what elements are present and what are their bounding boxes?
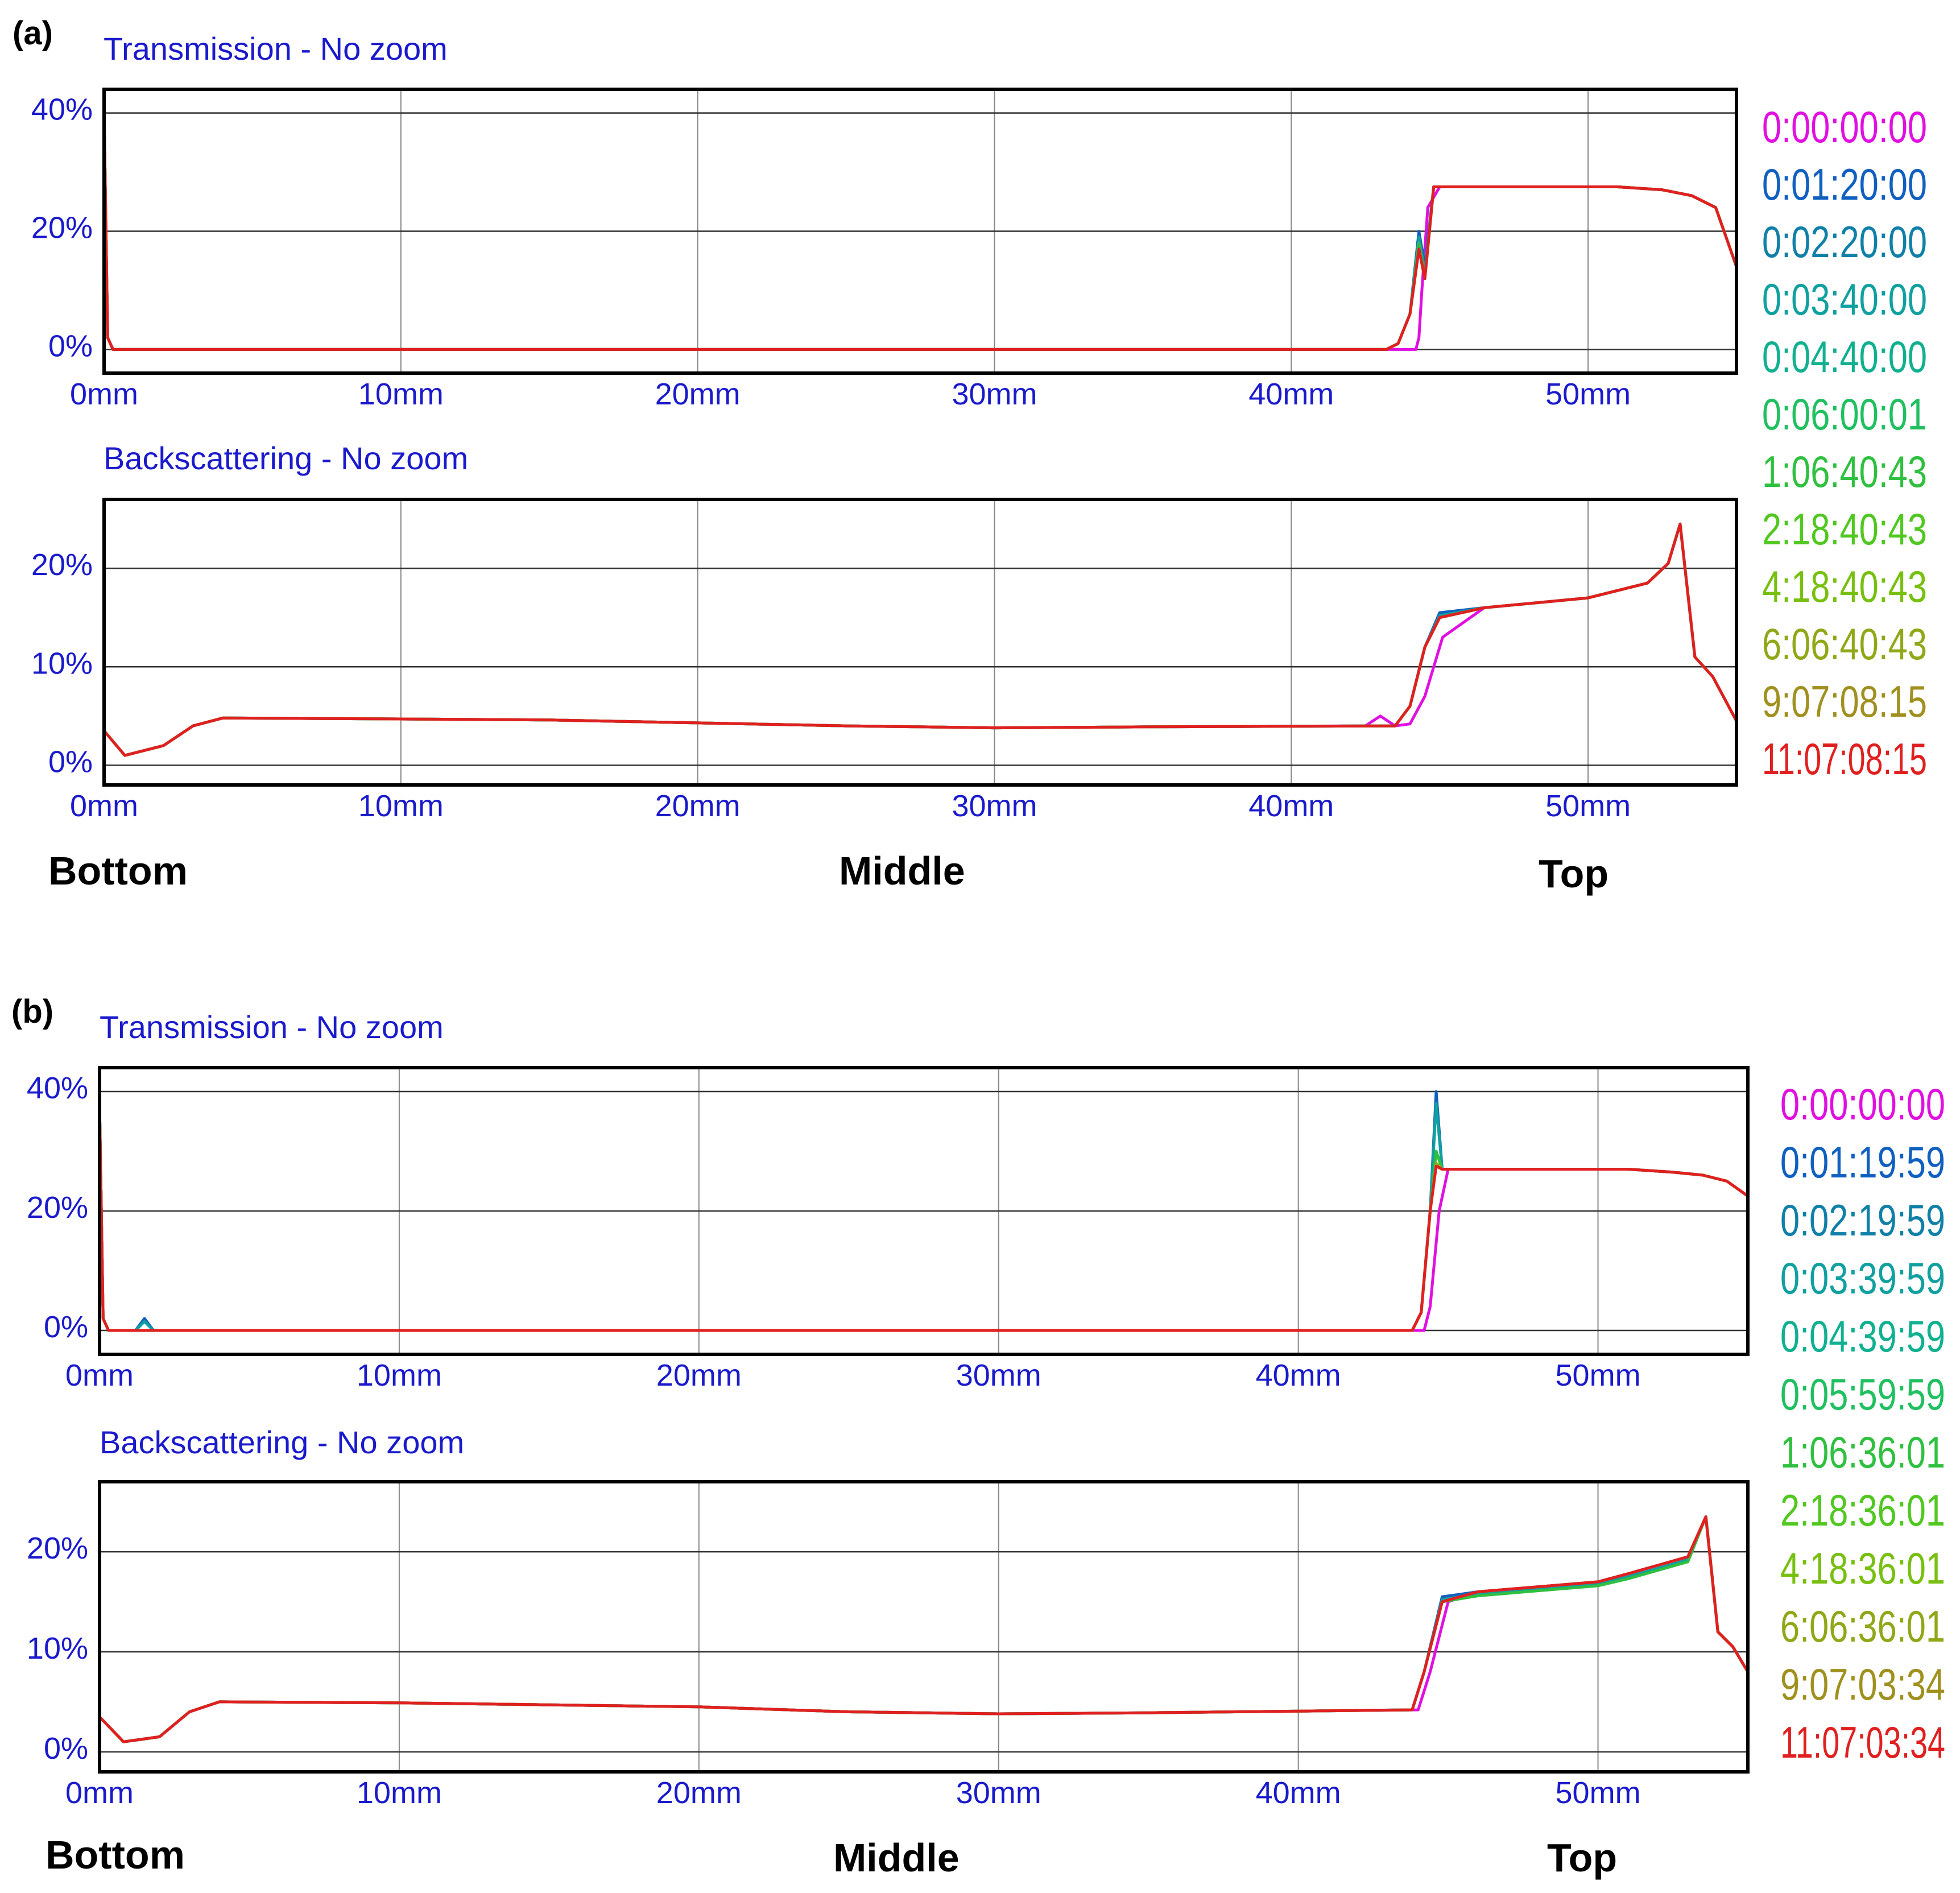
legends-layer: 0:00:00:00 0:01:20:00 0:02:20:00 0:03:40:00… [1762,102,1945,1767]
legend-entry: 0:02:19:59 [1780,1195,1945,1245]
panel-a-position-top: Top [1539,852,1608,896]
x-tick-label: 20mm [656,1358,742,1392]
x-tick-label: 40mm [1248,377,1334,411]
plot-frame [102,88,1738,375]
x-tick-label: 0mm [65,1358,134,1392]
y-tick-label: 40% [31,93,93,127]
legend-entry: 0:00:00:00 [1780,1079,1945,1129]
x-tick-label: 10mm [358,789,444,823]
x-tick-label: 50mm [1545,789,1631,823]
legend-entry: 0:06:00:01 [1762,389,1927,439]
legend-panel-a: 0:00:00:00 0:01:20:00 0:02:20:00 0:03:40:00… [1762,102,1927,784]
panel-b-position-bottom: Bottom [46,1833,185,1877]
y-tick-label: 0% [48,745,93,779]
plot-area [100,1482,1748,1772]
legend-entry: 1:06:40:43 [1762,447,1927,497]
legend-entry: 11:07:03:34 [1780,1717,1945,1767]
plot-1: 0mm 10mm 20mm 30mm 40mm 50mm 0% 20% 40% [31,88,1738,411]
x-tick-label: 40mm [1248,789,1334,823]
y-tick-label: 10% [31,646,93,680]
panel-a-position-middle: Middle [839,849,965,893]
x-tick-label: 50mm [1545,377,1631,411]
panel-b-position-middle: Middle [833,1836,960,1880]
x-tick-label: 20mm [655,377,741,411]
panel-a-label: (a) [13,15,53,52]
legend-entry: 2:18:40:43 [1762,504,1927,554]
x-tick-label: 10mm [357,1776,442,1810]
x-tick-label: 10mm [358,377,444,411]
plot-frame [98,1066,1750,1356]
series-line-6 [102,113,1738,351]
y-tick-label: 20% [31,548,93,582]
panel-a-transmission-title: Transmission - No zoom [104,31,448,67]
legend-entry: 0:03:40:00 [1762,274,1927,324]
legend-entry: 6:06:40:43 [1762,619,1927,669]
legend-entry: 0:04:40:00 [1762,332,1927,382]
x-tick-label: 50mm [1556,1358,1641,1392]
legend-entry: 1:06:36:01 [1780,1427,1945,1477]
x-tick-label: 20mm [656,1776,742,1810]
x-tick-label: 50mm [1556,1776,1641,1810]
plot-frame [102,498,1738,787]
legend-entry: 0:03:39:59 [1780,1253,1945,1303]
legend-entry: 9:07:03:34 [1780,1659,1945,1709]
legend-entry: 0:05:59:59 [1780,1369,1945,1419]
plot-area [104,499,1736,785]
panel-b-position-top: Top [1547,1836,1617,1880]
x-tick-label: 30mm [952,377,1037,411]
x-tick-label: 0mm [70,377,138,411]
panel-a-backscattering-title: Backscattering - No zoom [104,440,468,476]
y-tick-label: 20% [31,211,93,245]
panel-b-backscattering-title: Backscattering - No zoom [100,1424,464,1460]
plot-2: 0mm 10mm 20mm 30mm 40mm 50mm 0% 10% 20% [31,498,1738,823]
panel-b-transmission-title: Transmission - No zoom [100,1009,444,1045]
y-tick-label: 20% [27,1531,88,1565]
legend-entry: 4:18:40:43 [1762,561,1927,611]
panel-a-position-bottom: Bottom [48,849,188,893]
legend-panel-b: 0:00:00:00 0:01:19:59 0:02:19:59 0:03:39:59… [1780,1079,1945,1767]
panel-b-label: (b) [11,993,53,1030]
legend-entry: 9:07:08:15 [1762,676,1927,726]
legend-entry: 11:07:08:15 [1762,734,1927,784]
series-line-6 [103,522,1738,757]
x-tick-label: 0mm [70,789,138,823]
legend-entry: 4:18:36:01 [1780,1543,1945,1593]
x-tick-label: 10mm [357,1358,442,1392]
y-tick-label: 10% [27,1631,88,1665]
legend-entry: 0:01:19:59 [1780,1137,1945,1187]
legend-entry: 2:18:36:01 [1780,1485,1945,1535]
plots-layer: 0mm 10mm 20mm 30mm 40mm 50mm 0% 20% 40% 0mm 10mm 20… [27,88,1750,1810]
y-tick-label: 0% [44,1731,88,1766]
legend-entry: 0:00:00:00 [1762,102,1927,152]
x-tick-label: 30mm [956,1358,1041,1392]
x-tick-label: 30mm [952,789,1037,823]
y-tick-label: 0% [44,1310,88,1344]
plot-3: 0mm 10mm 20mm 30mm 40mm 50mm 0% 20% 40% [27,1066,1750,1392]
y-tick-label: 0% [48,329,93,363]
x-tick-label: 30mm [956,1776,1041,1810]
legend-entry: 0:01:20:00 [1762,159,1927,209]
x-tick-label: 40mm [1256,1358,1341,1392]
series-line-6 [98,1103,1749,1332]
plot-frame [98,1480,1750,1774]
series-line-6 [98,1515,1750,1743]
x-tick-label: 20mm [655,789,741,823]
x-tick-label: 40mm [1256,1776,1341,1810]
x-tick-label: 0mm [65,1776,134,1810]
legend-entry: 6:06:36:01 [1780,1601,1945,1651]
plot-4: 0mm 10mm 20mm 30mm 40mm 50mm 0% 10% 20% [27,1480,1750,1810]
legend-entry: 0:02:20:00 [1762,217,1927,267]
y-tick-label: 40% [27,1071,88,1105]
legend-entry: 0:04:39:59 [1780,1311,1945,1361]
y-tick-label: 20% [27,1191,88,1225]
